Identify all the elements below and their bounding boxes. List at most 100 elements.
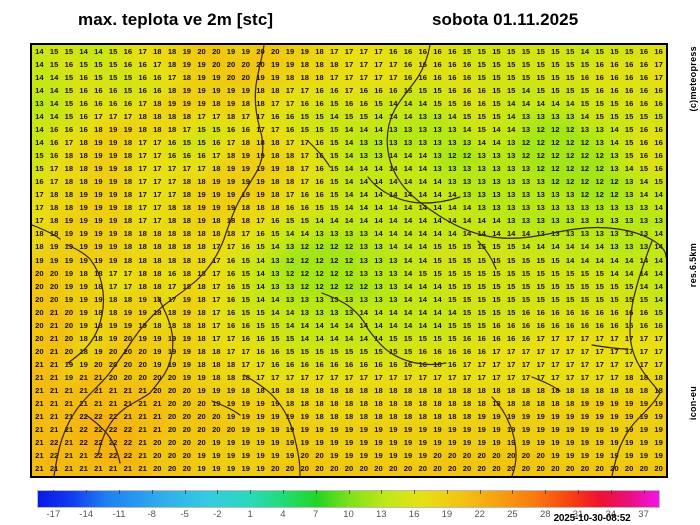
grid-value: 17 (477, 360, 486, 370)
grid-value: 15 (492, 307, 501, 317)
grid-value: 18 (138, 112, 147, 122)
grid-value: 13 (595, 138, 604, 148)
grid-value: 13 (315, 229, 324, 239)
grid-value: 20 (330, 464, 339, 474)
grid-value: 15 (580, 85, 590, 95)
grid-value: 15 (35, 151, 44, 161)
grid-value: 15 (79, 59, 88, 69)
grid-value: 19 (64, 281, 74, 291)
grid-value: 15 (433, 255, 442, 265)
grid-value: 18 (271, 386, 280, 396)
temperature-map[interactable]: 14 15 15 14 14 15 16 17 18 18 19 20 20 19 19 20 20 19 19 18… (30, 43, 668, 478)
grid-value: 14 (359, 190, 368, 200)
grid-value: 18 (167, 46, 177, 56)
grid-value: 18 (433, 386, 442, 396)
grid-value: 19 (79, 190, 88, 200)
grid-value: 15 (477, 255, 486, 265)
grid-value: 21 (49, 321, 59, 330)
grid-value: 15 (624, 294, 634, 304)
colorbar-tick (545, 490, 547, 494)
grid-value: 20 (167, 373, 177, 383)
grid-value: 18 (654, 373, 663, 383)
grid-value: 13 (536, 216, 545, 226)
grid-value: 18 (388, 399, 398, 409)
colorbar-tick (282, 490, 284, 494)
grid-value: 16 (226, 281, 236, 291)
grid-value: 14 (506, 112, 516, 122)
grid-value: 18 (300, 399, 309, 409)
grid-value: 19 (182, 46, 192, 56)
grid-value: 14 (344, 125, 354, 135)
grid-value: 16 (624, 85, 634, 95)
grid-value: 17 (285, 98, 295, 108)
grid-value: 14 (418, 307, 427, 317)
grid-value: 18 (285, 164, 295, 174)
grid-value: 17 (182, 125, 192, 135)
grid-value: 17 (285, 138, 295, 148)
grid-value: 19 (359, 425, 368, 435)
grid-value: 18 (167, 242, 177, 252)
grid-value: 13 (492, 203, 501, 213)
grid-value: 20 (167, 399, 177, 409)
grid-value: 12 (595, 151, 604, 161)
grid-value: 16 (226, 255, 236, 265)
grid-value: 18 (403, 386, 413, 396)
grid-value: 15 (433, 268, 442, 278)
grid-value: 16 (241, 242, 251, 252)
colorbar-tick (217, 490, 219, 494)
grid-value: 18 (330, 386, 339, 396)
grid-value: 15 (330, 177, 339, 187)
grid-value: 15 (315, 347, 324, 357)
grid-value: 15 (580, 294, 590, 304)
grid-value: 16 (226, 307, 236, 317)
grid-value: 15 (639, 112, 649, 122)
grid-value: 18 (447, 386, 457, 396)
grid-value: 22 (49, 438, 59, 448)
grid-value: 20 (285, 464, 295, 474)
grid-value: 17 (359, 46, 368, 56)
grid-value: 12 (595, 177, 604, 187)
grid-value: 18 (285, 151, 295, 161)
grid-value: 19 (285, 59, 295, 69)
grid-value: 19 (271, 412, 280, 422)
grid-value: 12 (521, 151, 531, 161)
grid-value: 18 (138, 268, 147, 278)
grid-value: 19 (182, 360, 192, 370)
grid-value: 14 (388, 177, 398, 187)
grid-value: 18 (226, 112, 236, 122)
grid-value: 17 (388, 373, 398, 383)
grid-value: 13 (359, 255, 368, 265)
grid-value: 13 (300, 307, 309, 317)
grid-value: 17 (300, 85, 309, 95)
grid-value: 21 (35, 464, 44, 474)
grid-value: 20 (182, 412, 192, 422)
grid-value: 14 (388, 190, 398, 200)
grid-value: 18 (271, 151, 280, 161)
grid-value: 17 (359, 59, 368, 69)
grid-value: 18 (462, 412, 472, 422)
grid-value: 19 (506, 425, 516, 435)
grid-value: 15 (521, 268, 531, 278)
grid-value: 13 (624, 177, 634, 187)
grid-value: 17 (256, 360, 265, 370)
grid-value: 18 (212, 347, 221, 357)
grid-value: 13 (492, 177, 501, 187)
grid-value: 20 (197, 425, 206, 435)
grid-value: 13 (536, 203, 545, 213)
grid-value: 17 (315, 373, 324, 383)
grid-value: 15 (506, 72, 516, 82)
grid-value: 19 (506, 438, 516, 448)
grid-value: 14 (271, 307, 280, 317)
grid-value: 12 (344, 281, 354, 291)
grid-value: 16 (433, 72, 442, 82)
grid-value: 17 (226, 334, 236, 344)
grid-value: 19 (79, 203, 88, 213)
grid-value: 19 (639, 425, 649, 435)
colorbar[interactable] (37, 490, 660, 508)
grid-value: 15 (595, 98, 604, 108)
grid-value: 15 (64, 85, 74, 95)
grid-value: 18 (226, 229, 236, 239)
grid-value: 13 (521, 190, 531, 200)
grid-value: 22 (108, 451, 118, 461)
grid-value: 14 (403, 203, 413, 213)
